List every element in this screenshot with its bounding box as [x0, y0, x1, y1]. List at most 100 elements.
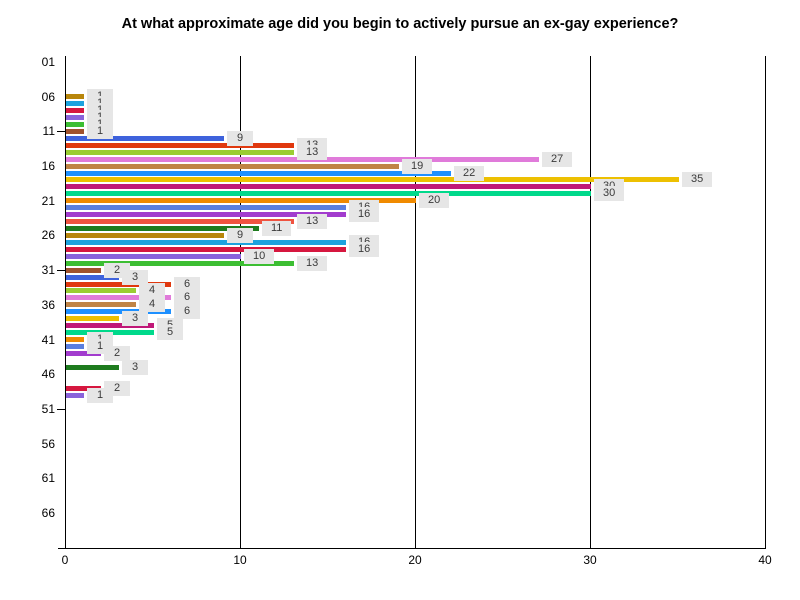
bar-value-label-age-38: 3: [122, 311, 148, 326]
bar-value-label-age-15: 27: [542, 152, 573, 167]
y-tick-label: 01: [41, 55, 55, 69]
bar-value-label-age-48: 2: [104, 381, 130, 396]
bar-age-35: [66, 295, 171, 300]
y-tick-label: 61: [41, 471, 55, 486]
bar-value-label-age-25: 11: [262, 221, 292, 236]
y-tick-label: 41: [41, 332, 55, 347]
bar-value-label-age-40: 5: [157, 325, 183, 340]
bar-value-label-age-36: 4: [139, 297, 165, 312]
bar-value-label-age-45: 3: [122, 360, 148, 375]
bar-value-label-age-19: 30: [594, 179, 625, 194]
bar-value-label-age-31: 2: [104, 263, 130, 278]
bar-age-33: [66, 282, 171, 287]
bar-age-38: [66, 316, 119, 321]
y-tick-label: 11: [42, 124, 55, 139]
bar-value-label-age-43: 2: [104, 346, 130, 361]
bar-age-41: [66, 337, 84, 342]
y-tick-dash: [57, 408, 65, 410]
bar-age-22: [66, 205, 346, 210]
bar-age-14: [66, 150, 294, 155]
bar-age-9: [66, 115, 84, 120]
bar-age-20: [66, 191, 591, 196]
bar-value-label-age-42: 1: [87, 339, 113, 354]
bar-age-6: [66, 94, 84, 99]
x-tick-label: 10: [233, 553, 247, 567]
y-tick-label: 51: [41, 401, 55, 416]
bar-value-label-age-49: 1: [87, 388, 113, 403]
y-tick-label: 56: [41, 436, 55, 451]
bar-value-label-age-32: 3: [122, 270, 148, 285]
bar-value-label-age-27: 16: [349, 235, 380, 250]
y-tick-label: 66: [41, 506, 55, 520]
bar-age-45: [66, 365, 119, 370]
x-tick-label: 30: [583, 553, 597, 567]
gridline-x-10: [240, 56, 241, 548]
bar-age-13: [66, 143, 294, 148]
bar-value-label-age-21: 20: [419, 193, 450, 208]
bar-value-label-age-13: 13: [297, 138, 328, 153]
bar-value-label-age-26: 9: [227, 228, 253, 243]
bar-value-label-age-6: 1: [87, 89, 113, 104]
x-tick-label: 20: [408, 553, 422, 567]
bar-age-40: [66, 330, 154, 335]
bar-value-label-age-39: 5: [157, 318, 183, 333]
y-tick-label: 46: [41, 367, 55, 382]
bar-value-label-age-16: 19: [402, 159, 433, 174]
gridline-x-40: [765, 56, 766, 548]
bar-value-label-age-7: 1: [87, 96, 113, 111]
bar-value-label-age-9: 1: [87, 110, 113, 125]
bar-value-label-age-20: 30: [594, 186, 625, 201]
bar-age-48: [66, 386, 101, 391]
chart-title: At what approximate age did you begin to…: [121, 16, 679, 32]
bar-age-34: [66, 288, 136, 293]
bar-value-label-age-23: 16: [349, 207, 380, 222]
bar-age-21: [66, 198, 416, 203]
bar-value-label-age-18: 35: [682, 172, 713, 187]
bar-age-7: [66, 101, 84, 106]
bar-value-label-age-11: 1: [87, 124, 113, 139]
bar-age-28: [66, 247, 346, 252]
bar-age-10: [66, 122, 84, 127]
y-tick-label: 36: [41, 297, 55, 312]
bar-age-11: [66, 129, 84, 134]
y-tick-label: 16: [41, 159, 55, 174]
y-axis-line: [65, 56, 66, 548]
bar-value-label-age-34: 4: [139, 283, 165, 298]
bar-value-label-age-17: 22: [454, 166, 485, 181]
bar-age-42: [66, 344, 84, 349]
bar-value-label-age-8: 1: [87, 103, 113, 118]
x-tick-label: 40: [758, 553, 772, 567]
bar-age-26: [66, 233, 224, 238]
x-tick-label: 0: [61, 553, 69, 567]
bar-age-16: [66, 164, 399, 169]
bar-age-23: [66, 212, 346, 217]
bar-age-18: [66, 177, 679, 182]
bar-age-43: [66, 351, 101, 356]
bar-age-29: [66, 254, 241, 259]
bar-value-label-age-30: 13: [297, 256, 328, 271]
gridline-x-20: [415, 56, 416, 548]
bar-value-label-age-10: 1: [87, 117, 113, 132]
bar-age-49: [66, 393, 84, 398]
y-tick-label: 21: [41, 193, 55, 208]
bar-value-label-age-14: 13: [297, 145, 328, 160]
bar-age-25: [66, 226, 259, 231]
bar-age-27: [66, 240, 346, 245]
bar-value-label-age-41: 1: [87, 332, 113, 347]
bar-age-12: [66, 136, 224, 141]
y-tick-label: 06: [41, 89, 55, 104]
x-axis-line: [58, 548, 766, 549]
bar-value-label-age-33: 6: [174, 277, 200, 292]
y-tick-label: 26: [41, 228, 55, 243]
gridline-x-30: [590, 56, 591, 548]
bar-value-label-age-12: 9: [227, 131, 253, 146]
bar-age-37: [66, 309, 171, 314]
bar-value-label-age-28: 16: [349, 242, 380, 257]
bar-age-32: [66, 275, 119, 280]
y-tick-dash: [57, 131, 65, 133]
bar-age-30: [66, 261, 294, 266]
